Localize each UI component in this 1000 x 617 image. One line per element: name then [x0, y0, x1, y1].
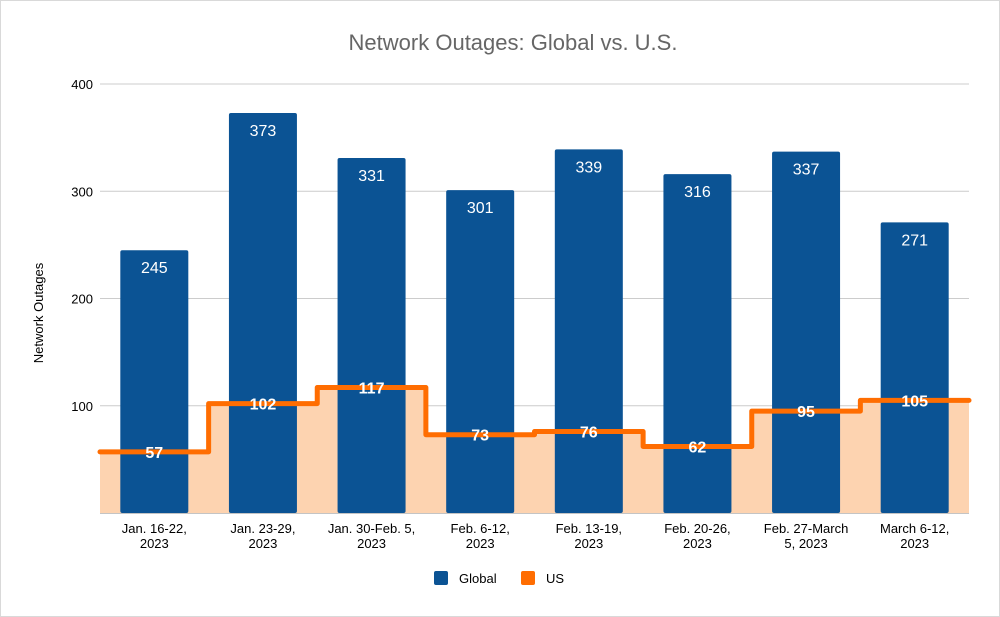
chart-title: Network Outages: Global vs. U.S.	[349, 30, 678, 55]
y-tick-label: 100	[71, 399, 93, 414]
data-label-us: 62	[689, 440, 707, 457]
x-tick-label: 2023	[574, 536, 603, 551]
legend-swatch-global	[434, 571, 448, 585]
legend-label-global: Global	[459, 571, 497, 586]
data-label-global: 337	[793, 162, 820, 179]
x-tick-label: 2023	[900, 536, 929, 551]
bar-global	[228, 112, 297, 514]
legend-label-us: US	[546, 571, 564, 586]
bar-global	[337, 158, 406, 513]
x-tick-label: Feb. 20-26,	[664, 521, 731, 536]
data-label-global: 245	[141, 260, 168, 277]
data-label-global: 373	[250, 123, 277, 140]
data-label-global: 316	[684, 184, 711, 201]
data-label-global: 301	[467, 200, 494, 217]
x-tick-label: 2023	[357, 536, 386, 551]
data-label-us: 102	[250, 397, 277, 414]
x-tick-label: Feb. 6-12,	[451, 521, 510, 536]
data-label-global: 271	[901, 232, 928, 249]
data-label-us: 57	[145, 445, 163, 462]
bar-global	[554, 149, 623, 514]
x-tick-label: March 6-12,	[880, 521, 949, 536]
x-tick-label: 2023	[683, 536, 712, 551]
data-label-global: 331	[358, 168, 385, 185]
y-axis-label: Network Outages	[31, 262, 46, 363]
x-tick-label: 5, 2023	[784, 536, 827, 551]
bar-global	[120, 250, 189, 514]
x-tick-label: 2023	[140, 536, 169, 551]
data-label-us: 105	[901, 393, 928, 410]
x-tick-label: Feb. 13-19,	[556, 521, 623, 536]
x-tick-label: Feb. 27-March	[764, 521, 849, 536]
data-label-us: 95	[797, 404, 815, 421]
y-tick-label: 200	[71, 292, 93, 307]
x-tick-label: Jan. 23-29,	[230, 521, 295, 536]
data-label-us: 76	[580, 424, 598, 441]
x-tick-label: 2023	[248, 536, 277, 551]
data-label-us: 73	[471, 428, 489, 445]
data-label-us: 117	[359, 381, 385, 398]
x-tick-label: Jan. 30-Feb. 5,	[328, 521, 415, 536]
data-label-global: 339	[575, 159, 602, 176]
x-tick-label: 2023	[466, 536, 495, 551]
bar-global	[663, 174, 732, 513]
bar-global	[880, 222, 949, 514]
us-line	[97, 385, 972, 455]
bar-global	[772, 151, 841, 513]
x-tick-label: Jan. 16-22,	[122, 521, 187, 536]
y-tick-label: 400	[71, 77, 93, 92]
bar-global	[446, 190, 515, 514]
legend-swatch-us	[521, 571, 535, 585]
y-tick-label: 300	[71, 184, 93, 199]
